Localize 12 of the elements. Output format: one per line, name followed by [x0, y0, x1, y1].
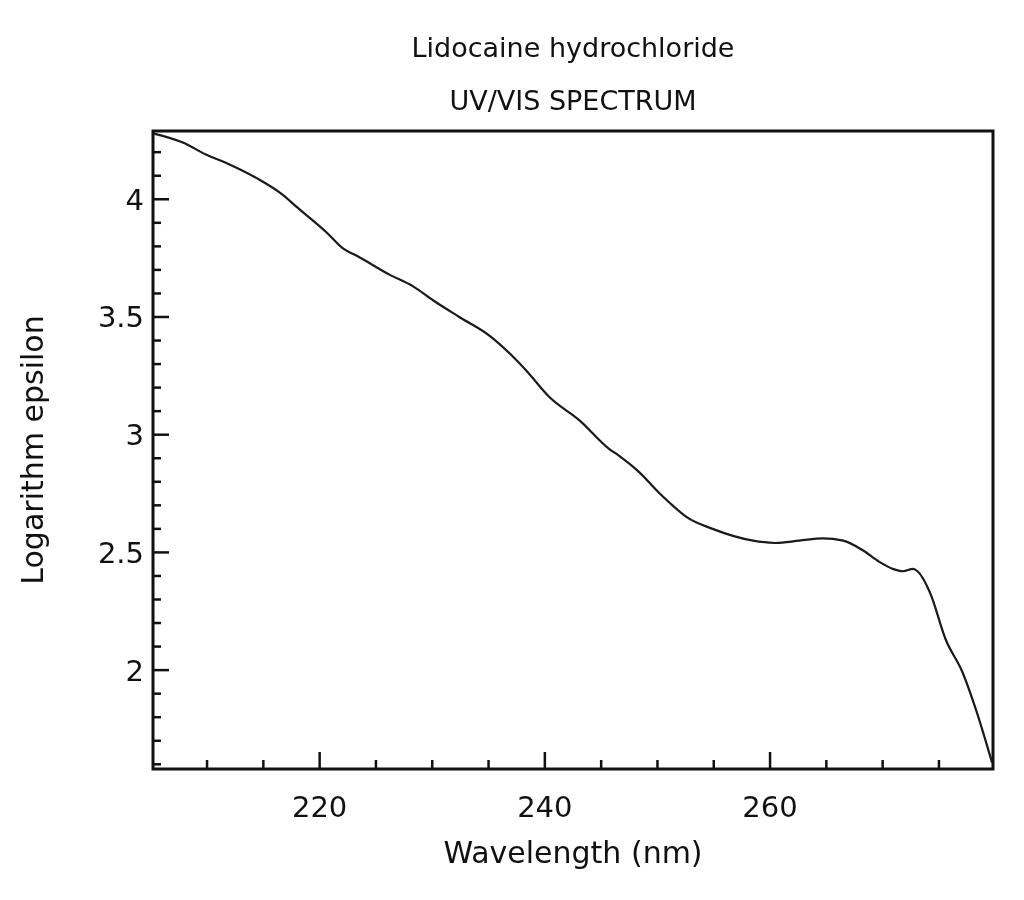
y-tick-label: 2	[125, 653, 144, 688]
x-axis-title: Wavelength (nm)	[443, 835, 703, 870]
chart-title: Lidocaine hydrochloride	[411, 32, 735, 63]
y-axis-title: Logarithm epsilon	[15, 315, 50, 585]
chart-subtitle: UV/VIS SPECTRUM	[449, 85, 697, 116]
y-tick-label: 3.5	[97, 300, 144, 335]
y-tick-label: 4	[125, 182, 144, 217]
x-tick-label: 240	[517, 790, 573, 824]
y-tick-label: 3	[125, 418, 144, 453]
x-tick-label: 260	[742, 790, 798, 824]
y-tick-label: 2.5	[97, 535, 144, 570]
x-tick-label: 220	[291, 790, 348, 824]
